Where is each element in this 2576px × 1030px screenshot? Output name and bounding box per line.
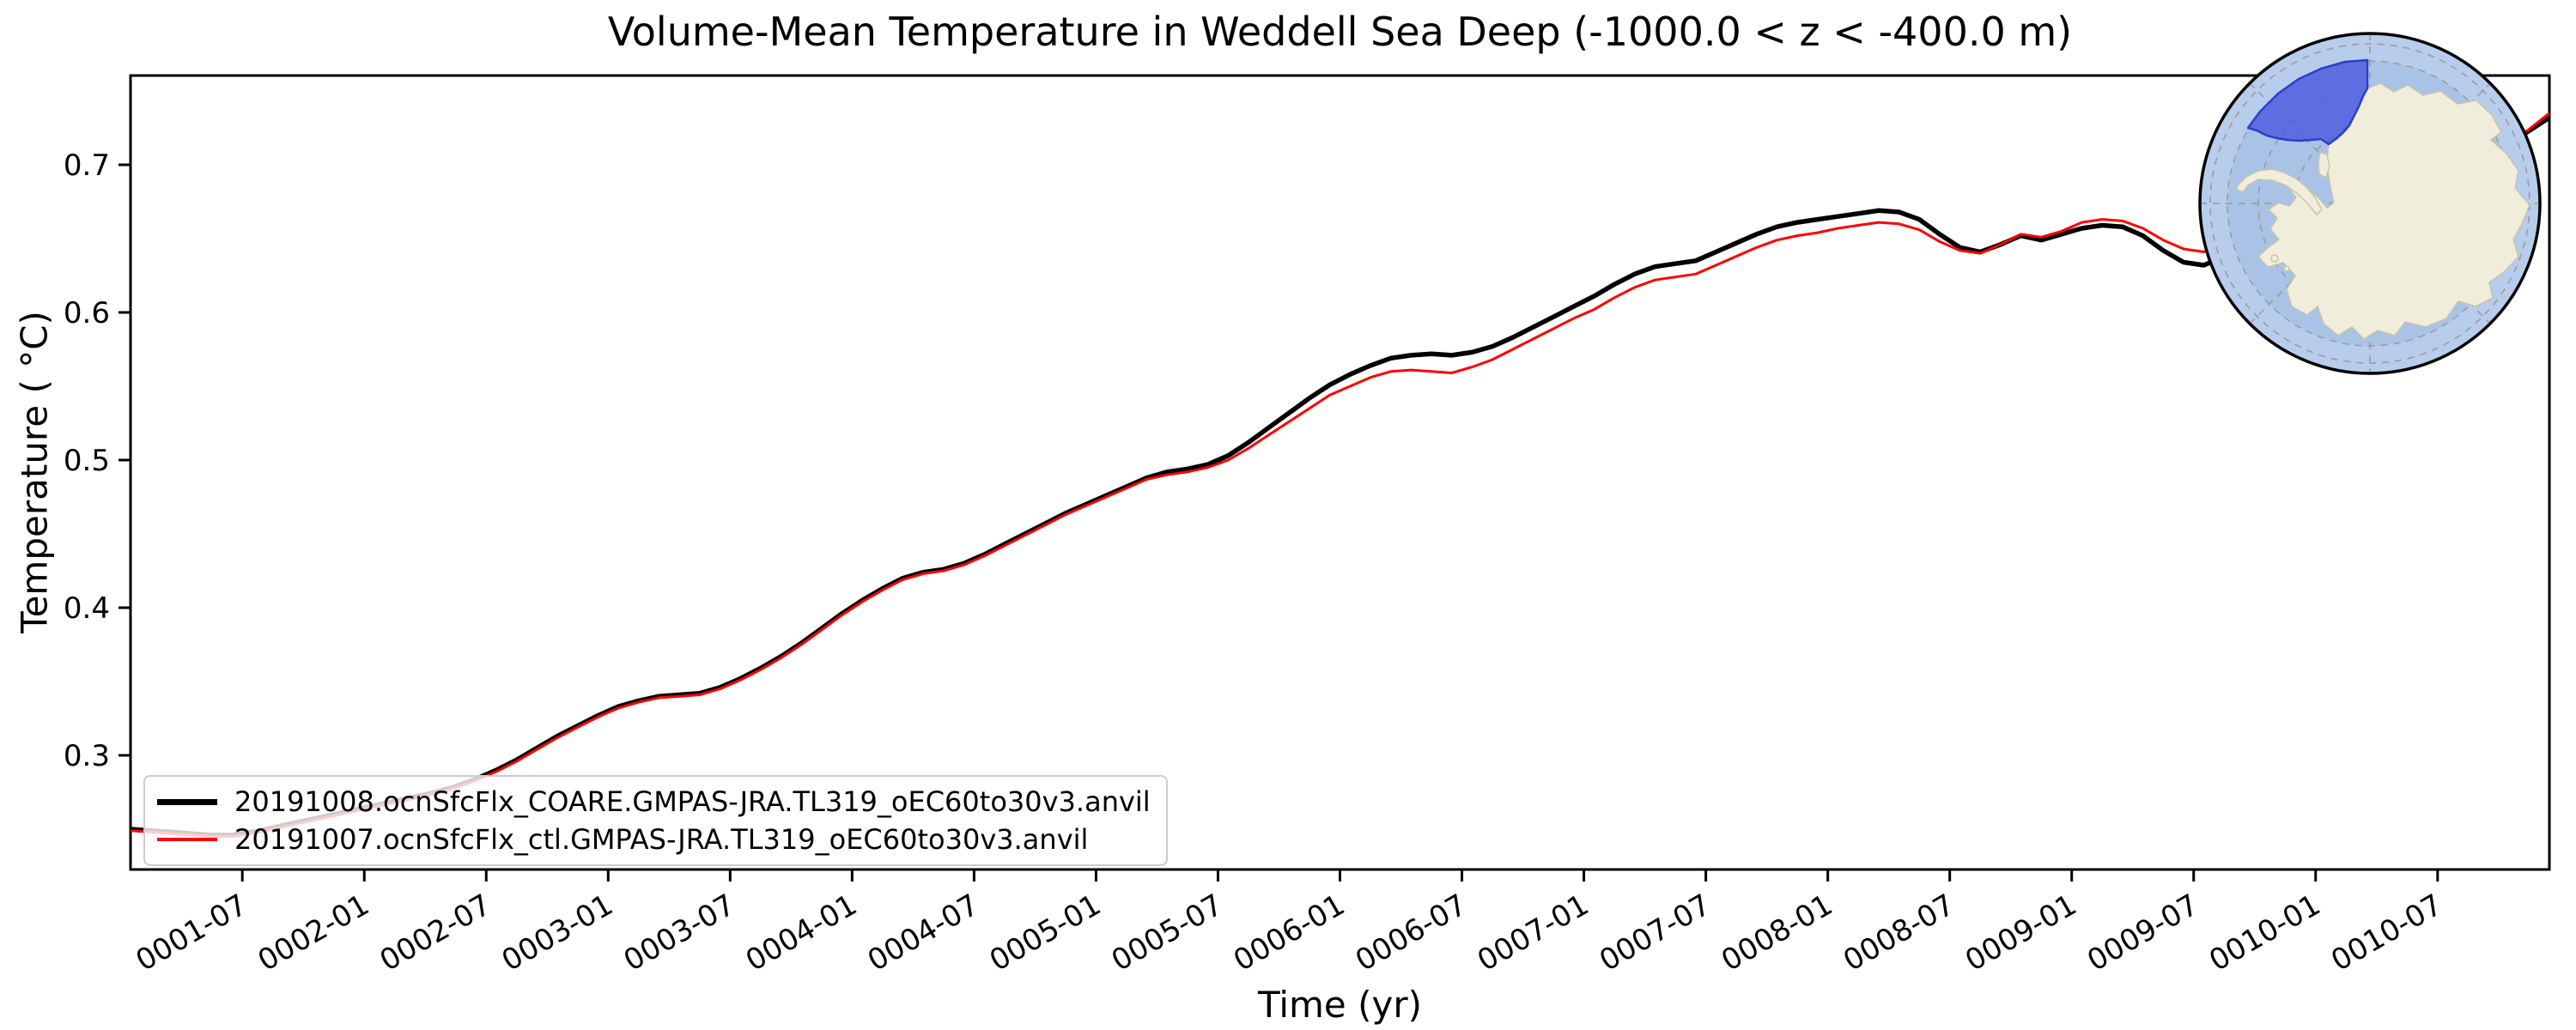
x-tick-label: 0003-07	[618, 888, 741, 978]
legend-label: 20191007.ocnSfcFlx_ctl.GMPAS-JRA.TL319_o…	[234, 823, 1089, 856]
x-tick-label: 0007-01	[1472, 888, 1595, 978]
data-series	[130, 112, 2551, 839]
legend-entry: 20191008.ocnSfcFlx_COARE.GMPAS-JRA.TL319…	[157, 785, 1151, 818]
map-rim	[2198, 32, 2542, 375]
x-tick-label: 0002-07	[374, 888, 497, 978]
y-axis-label: Temperature ( °C)	[13, 311, 56, 633]
x-tick-label: 0005-01	[984, 888, 1107, 978]
map-land-antarctica	[2283, 265, 2290, 272]
series-line-black	[130, 115, 2551, 838]
legend: 20191008.ocnSfcFlx_COARE.GMPAS-JRA.TL319…	[143, 775, 1168, 866]
legend-line-sample-black	[157, 798, 217, 805]
x-tick-label: 0004-01	[740, 888, 863, 978]
x-tick-label: 0009-01	[1959, 888, 2082, 978]
map-land-antarctica	[2235, 168, 2323, 215]
legend-line-sample-red	[157, 838, 217, 841]
x-tick-label: 0006-01	[1228, 888, 1351, 978]
y-tick-label: 0.5	[64, 444, 110, 478]
x-tick-label: 0001-07	[131, 888, 253, 978]
series-line-red	[130, 112, 2550, 839]
map-region-weddell-sea	[2246, 58, 2369, 146]
plot-border	[129, 74, 2551, 871]
x-tick-label: 0008-01	[1716, 888, 1838, 978]
y-tick-label: 0.7	[64, 148, 110, 183]
x-tick-label: 0010-01	[2203, 888, 2326, 978]
axes-frame	[129, 74, 2551, 871]
map-land-antarctica	[2270, 254, 2279, 263]
y-tick-label: 0.6	[64, 296, 110, 330]
x-tick-label: 0005-07	[1106, 888, 1229, 978]
x-tick-label: 0008-07	[1838, 888, 1960, 978]
y-tick-label: 0.4	[64, 591, 110, 626]
x-tick-label: 0004-07	[862, 888, 985, 978]
chart-title: Volume-Mean Temperature in Weddell Sea D…	[607, 9, 2073, 55]
antarctica-inset-map	[2198, 32, 2542, 375]
legend-label: 20191008.ocnSfcFlx_COARE.GMPAS-JRA.TL319…	[234, 785, 1151, 818]
x-tick-label: 0010-07	[2325, 888, 2448, 978]
legend-entry: 20191007.ocnSfcFlx_ctl.GMPAS-JRA.TL319_o…	[157, 823, 1151, 856]
x-tick-label: 0007-07	[1594, 888, 1716, 978]
map-land-antarctica	[2318, 151, 2330, 179]
x-tick-label: 0009-07	[2081, 888, 2204, 978]
map-land-antarctica	[2257, 82, 2530, 340]
x-tick-label: 0003-01	[496, 888, 619, 978]
y-tick-label: 0.3	[64, 739, 110, 773]
x-tick-label: 0006-07	[1350, 888, 1473, 978]
x-axis-label: Time (yr)	[1257, 984, 1423, 1026]
x-tick-label: 0002-01	[252, 888, 375, 978]
